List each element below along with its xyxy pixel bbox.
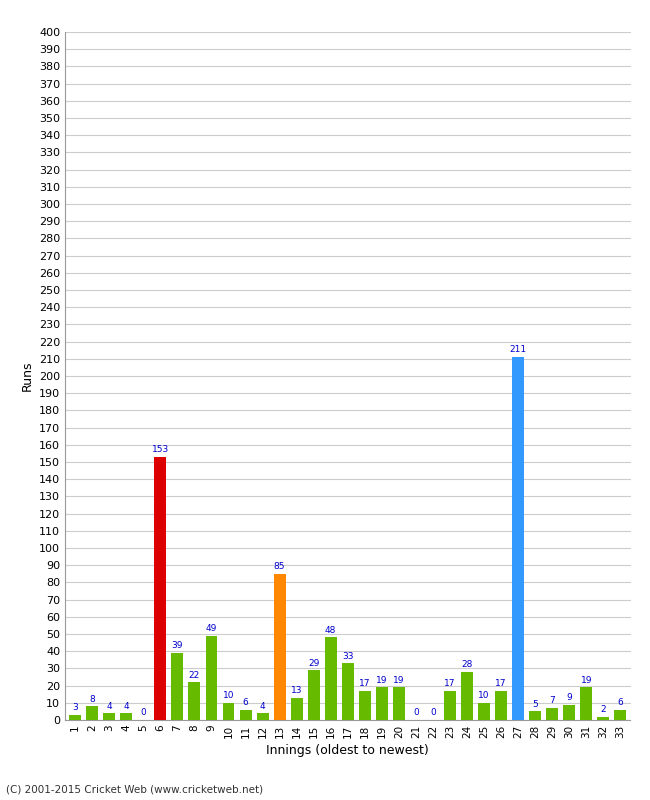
Text: 5: 5 [532, 700, 538, 709]
Text: 10: 10 [478, 691, 489, 700]
Text: 211: 211 [510, 346, 526, 354]
Bar [376, 687, 388, 720]
Text: 13: 13 [291, 686, 302, 695]
Text: 4: 4 [107, 702, 112, 710]
Text: 49: 49 [206, 624, 217, 633]
Bar [257, 713, 268, 720]
Text: 10: 10 [223, 691, 234, 700]
Text: 17: 17 [495, 679, 507, 688]
Bar [597, 717, 609, 720]
Bar [444, 690, 456, 720]
Text: 39: 39 [172, 642, 183, 650]
Y-axis label: Runs: Runs [20, 361, 33, 391]
Text: 2: 2 [601, 705, 606, 714]
Text: 4: 4 [124, 702, 129, 710]
Text: 7: 7 [549, 696, 555, 706]
Text: 28: 28 [462, 660, 473, 670]
Text: 17: 17 [444, 679, 456, 688]
Text: 29: 29 [308, 658, 319, 667]
Text: 8: 8 [90, 694, 95, 704]
Bar [614, 710, 626, 720]
Text: (C) 2001-2015 Cricket Web (www.cricketweb.net): (C) 2001-2015 Cricket Web (www.cricketwe… [6, 784, 264, 794]
Bar [359, 690, 370, 720]
Text: 19: 19 [580, 676, 592, 685]
Bar [495, 690, 507, 720]
Bar [103, 713, 115, 720]
Text: 48: 48 [325, 626, 337, 635]
Bar [529, 711, 541, 720]
Bar [120, 713, 133, 720]
Bar [70, 715, 81, 720]
Text: 19: 19 [376, 676, 387, 685]
Bar [461, 672, 473, 720]
Bar [86, 706, 98, 720]
Text: 85: 85 [274, 562, 285, 571]
Bar [325, 638, 337, 720]
Bar [172, 653, 183, 720]
Bar [205, 636, 218, 720]
Bar [342, 663, 354, 720]
Text: 0: 0 [413, 709, 419, 718]
Text: 4: 4 [260, 702, 265, 710]
Text: 19: 19 [393, 676, 404, 685]
Bar [274, 574, 285, 720]
Text: 0: 0 [140, 709, 146, 718]
Bar [222, 702, 235, 720]
X-axis label: Innings (oldest to newest): Innings (oldest to newest) [266, 744, 429, 757]
Text: 6: 6 [618, 698, 623, 707]
Bar [307, 670, 320, 720]
Bar [155, 457, 166, 720]
Text: 9: 9 [566, 693, 572, 702]
Bar [188, 682, 200, 720]
Text: 22: 22 [189, 670, 200, 679]
Text: 3: 3 [72, 703, 78, 712]
Bar [240, 710, 252, 720]
Bar [291, 698, 303, 720]
Text: 33: 33 [342, 652, 354, 661]
Bar [478, 702, 490, 720]
Text: 6: 6 [242, 698, 248, 707]
Bar [546, 708, 558, 720]
Text: 17: 17 [359, 679, 370, 688]
Bar [512, 357, 524, 720]
Text: 0: 0 [430, 709, 436, 718]
Bar [393, 687, 405, 720]
Bar [563, 705, 575, 720]
Text: 153: 153 [151, 446, 169, 454]
Bar [580, 687, 592, 720]
